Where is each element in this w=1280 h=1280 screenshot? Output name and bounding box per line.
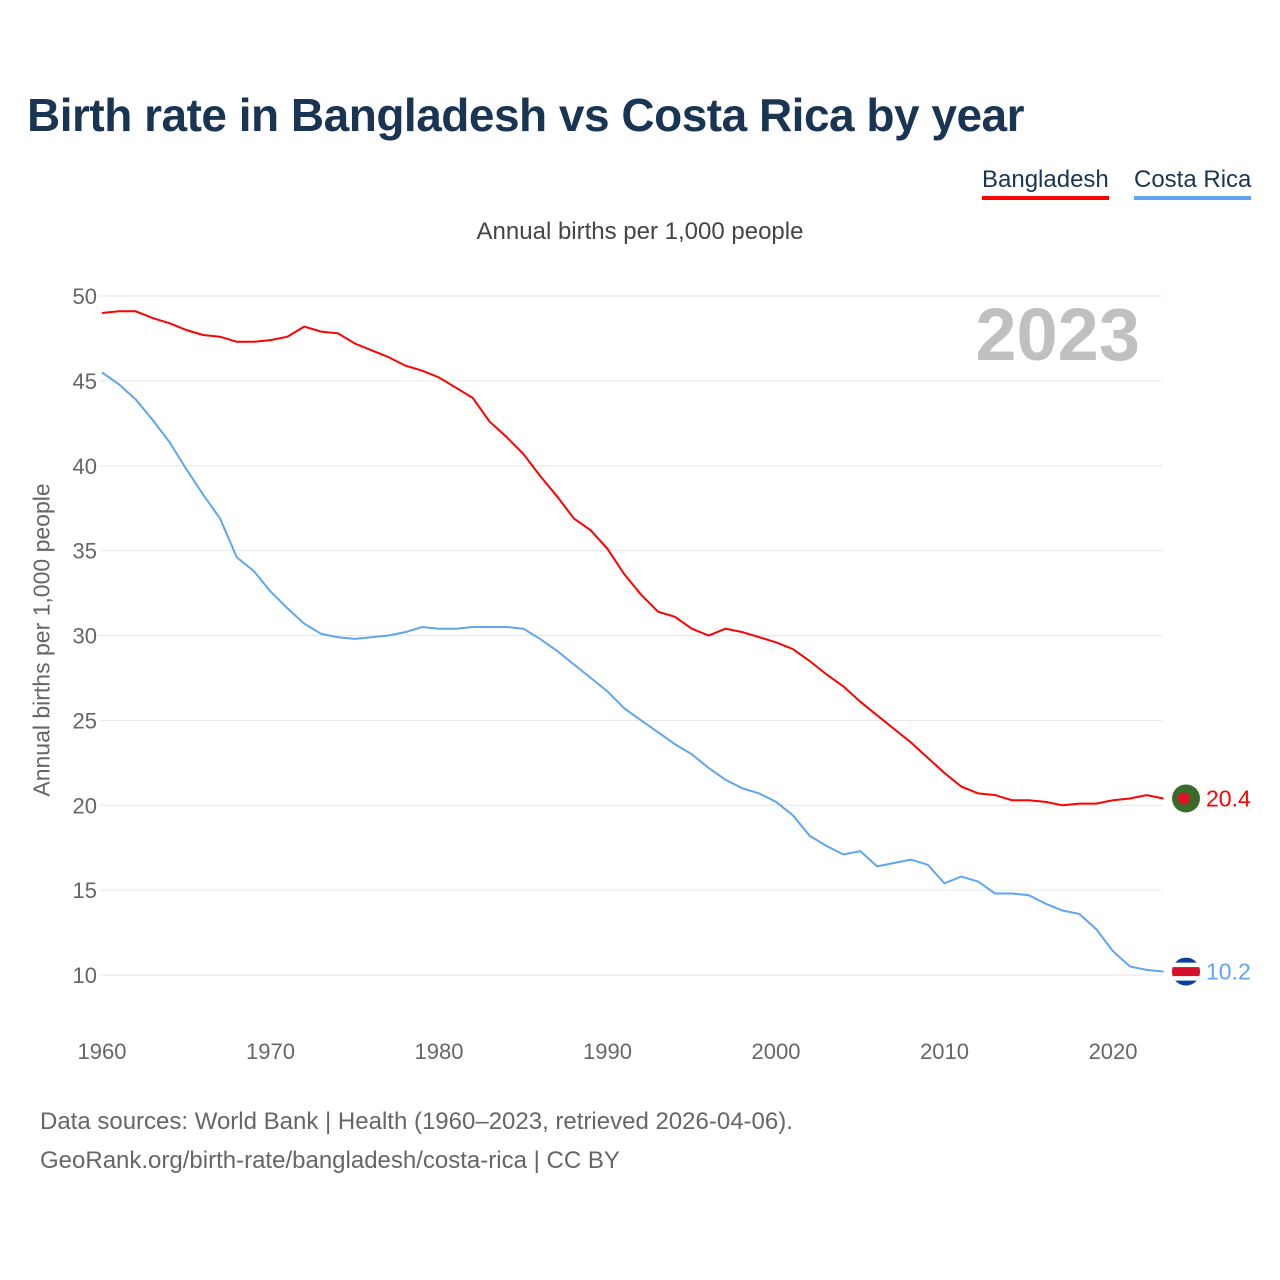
x-tick-label: 1960 [78,1039,127,1064]
x-tick-label: 2020 [1089,1039,1138,1064]
x-tick-label: 2010 [920,1039,969,1064]
series-line-bangladesh [101,310,1164,807]
end-value-label: 10.2 [1206,959,1251,985]
series-line-costa-rica [101,371,1164,973]
footer-sources: Data sources: World Bank | Health (1960–… [40,1108,793,1135]
costa-rica-flag-icon [1172,957,1200,986]
y-tick-label: 40 [73,454,97,479]
y-tick-label: 20 [73,793,97,818]
chart-title: Birth rate in Bangladesh vs Costa Rica b… [27,89,1025,141]
x-tick-label: 1970 [246,1039,295,1064]
y-tick-label: 50 [73,284,97,309]
end-value-label: 20.4 [1206,785,1251,811]
legend-bangladesh[interactable]: Bangladesh [982,166,1109,200]
legend-costa-rica[interactable]: Costa Rica [1134,166,1252,200]
y-tick-label: 10 [73,963,97,988]
x-tick-label: 1980 [415,1039,464,1064]
x-tick-label: 1990 [583,1039,632,1064]
y-tick-label: 35 [73,539,97,564]
y-tick-label: 25 [73,708,97,733]
chart-subtitle: Annual births per 1,000 people [476,218,804,245]
year-watermark: 2023 [975,293,1140,376]
y-tick-label: 30 [73,624,97,649]
bangladesh-flag-icon [1172,784,1200,813]
y-tick-label: 45 [73,369,97,394]
footer-link[interactable]: GeoRank.org/birth-rate/bangladesh/costa-… [40,1147,620,1174]
x-tick-label: 2000 [752,1039,801,1064]
y-tick-label: 15 [73,878,97,903]
